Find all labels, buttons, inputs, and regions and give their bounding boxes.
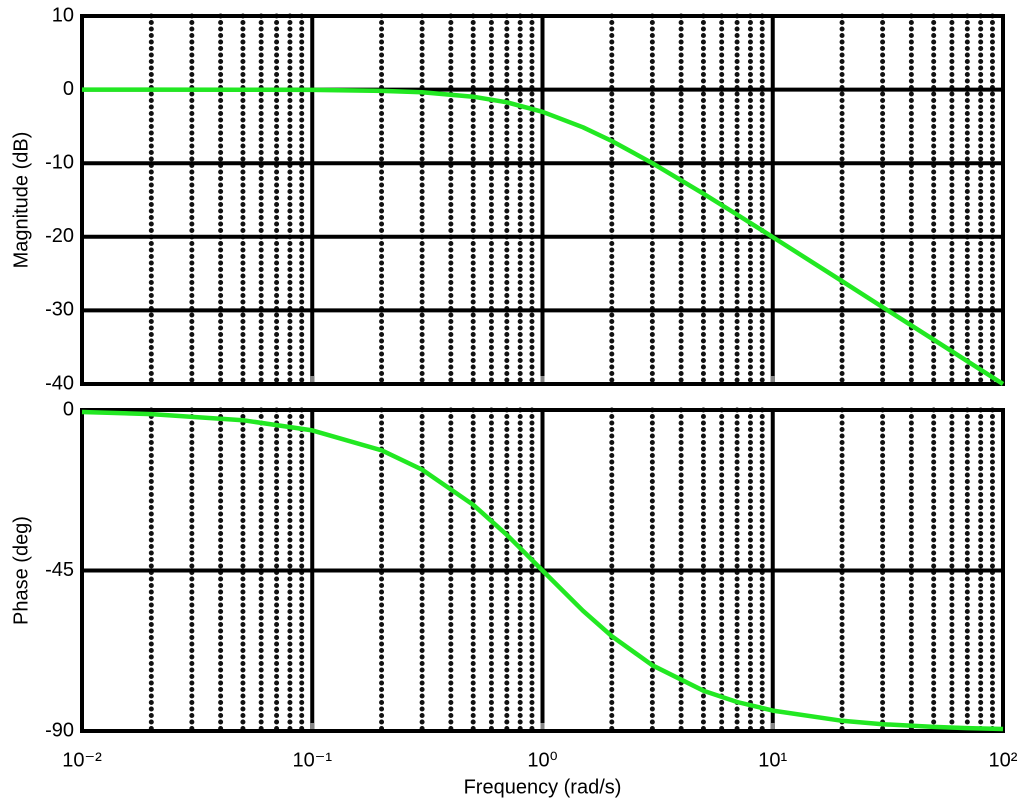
x-tick-label: 10⁻² [62, 749, 102, 771]
y-axis-label: Magnitude (dB) [10, 132, 32, 269]
x-axis-label: Frequency (rad/s) [464, 776, 622, 798]
y-tick-label: -40 [45, 372, 74, 394]
y-tick-label: -90 [45, 719, 74, 741]
y-tick-label: -30 [45, 299, 74, 321]
y-tick-label: -10 [45, 151, 74, 173]
y-axis-label: Phase (deg) [10, 516, 32, 625]
x-tick-label: 10¹ [758, 749, 787, 771]
plot-frame [80, 408, 1005, 733]
data-line [82, 87, 1005, 386]
y-tick-label: -20 [45, 225, 74, 247]
y-tick-label: 10 [52, 4, 74, 26]
data-line [81, 409, 1004, 732]
x-tick-label: 10² [989, 749, 1018, 771]
y-tick-label: 0 [63, 398, 74, 420]
y-tick-label: 0 [63, 78, 74, 100]
plot-frame [80, 14, 1005, 386]
y-tick-label: -45 [45, 559, 74, 581]
x-tick-label: 10⁻¹ [293, 749, 333, 771]
x-tick-label: 10⁰ [527, 749, 557, 771]
